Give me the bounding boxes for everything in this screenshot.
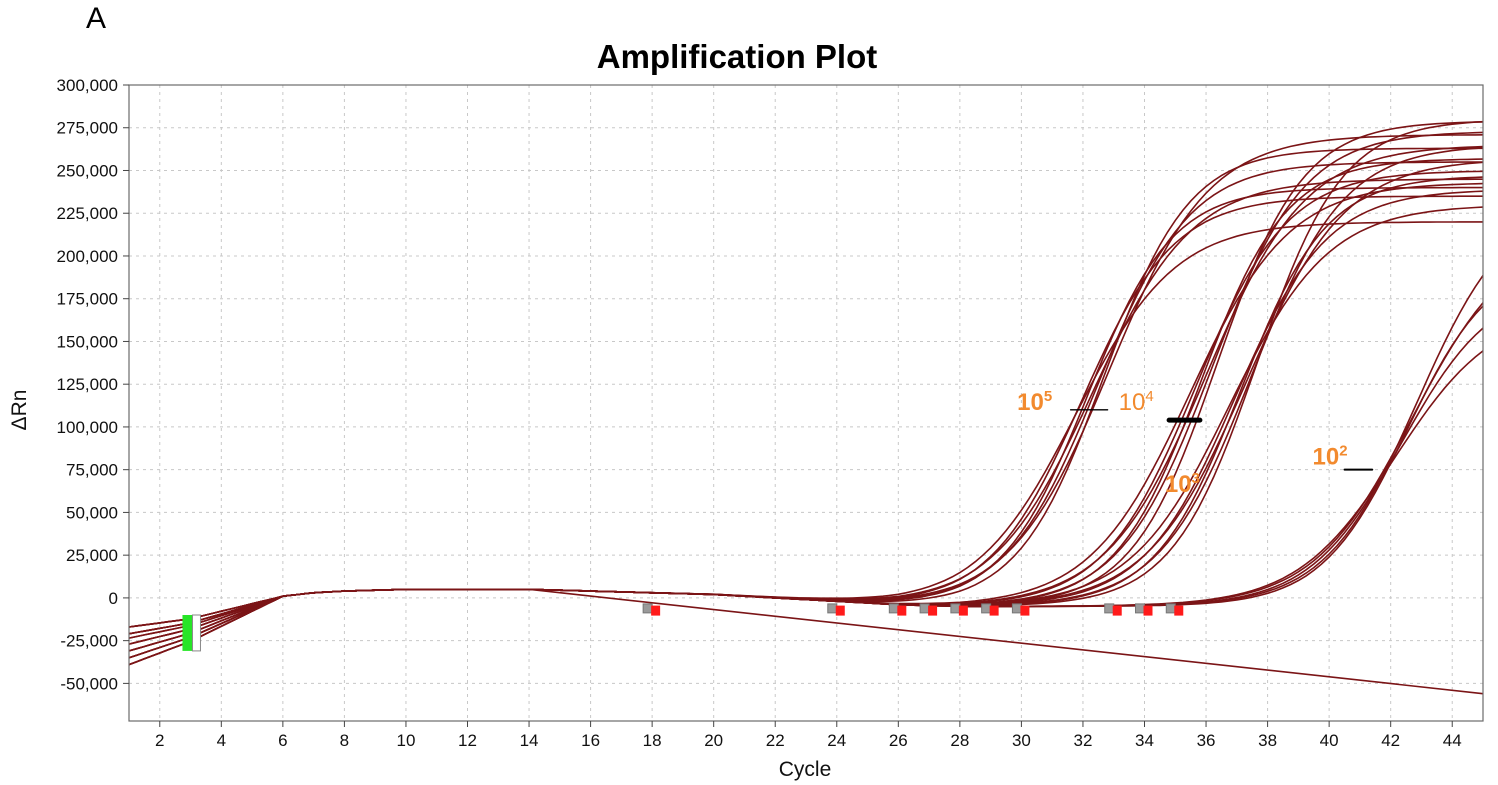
x-tick-label: 30 xyxy=(1012,731,1031,750)
ct-marker-grey xyxy=(1104,603,1115,614)
ct-marker-grey xyxy=(981,603,992,614)
ct-marker-red xyxy=(835,605,845,616)
amplification-curve xyxy=(128,195,1483,639)
x-tick-label: 28 xyxy=(950,731,969,750)
ct-marker-grey xyxy=(1165,603,1176,614)
amplification-curve xyxy=(128,275,1484,645)
x-tick-label: 36 xyxy=(1197,731,1216,750)
y-tick-label: 125,000 xyxy=(57,375,118,394)
amplification-curve xyxy=(128,302,1484,666)
x-tick-label: 32 xyxy=(1073,731,1092,750)
dilution-label: 104 xyxy=(1119,388,1154,416)
drift-curve xyxy=(528,588,1484,695)
plot-area-frame xyxy=(128,84,1484,722)
y-tick-label: -25,000 xyxy=(60,632,118,651)
amplification-curve xyxy=(128,190,1484,635)
y-tick-label: 25,000 xyxy=(66,546,118,565)
amplification-curve xyxy=(128,221,1483,645)
amplification-curve xyxy=(128,120,1484,645)
x-tick-label: 8 xyxy=(340,731,349,750)
x-tick-label: 10 xyxy=(396,731,415,750)
baseline-start-marker-outline xyxy=(191,614,201,652)
y-tick-label: 275,000 xyxy=(57,119,118,138)
x-tick-label: 4 xyxy=(217,731,226,750)
ct-marker-red xyxy=(1174,605,1184,616)
x-tick-label: 24 xyxy=(827,731,846,750)
ct-marker-red xyxy=(897,605,907,616)
amplification-curve xyxy=(128,327,1484,659)
y-tick-label: 150,000 xyxy=(57,332,118,351)
ct-marker-red xyxy=(1143,605,1153,616)
y-axis-title: ΔRn xyxy=(8,390,31,431)
baseline-start-marker xyxy=(182,615,193,651)
ct-marker-red xyxy=(651,605,661,616)
y-tick-label: 200,000 xyxy=(57,247,118,266)
y-axis-ticks: 300,000 275,000 250,000 225,000 200,000 175,0… xyxy=(57,76,129,693)
amplification-curves xyxy=(128,120,1484,695)
amplification-curve xyxy=(128,161,1484,628)
x-tick-label: 2 xyxy=(155,731,164,750)
ct-marker-grey xyxy=(642,603,653,614)
ct-marker-grey xyxy=(888,603,899,614)
y-tick-label: 100,000 xyxy=(57,418,118,437)
amplification-curve xyxy=(128,176,1484,659)
ct-marker-red xyxy=(1112,605,1122,616)
amplification-curve xyxy=(128,182,1484,639)
dilution-label: 105 xyxy=(1017,388,1052,416)
ct-marker-grey xyxy=(950,603,961,614)
x-tick-label: 6 xyxy=(278,731,287,750)
ct-marker-red xyxy=(928,605,938,616)
x-axis-title: Cycle xyxy=(779,758,832,781)
x-tick-label: 22 xyxy=(766,731,785,750)
dilution-label: 102 xyxy=(1313,443,1348,471)
x-tick-label: 20 xyxy=(704,731,723,750)
ct-marker-grey xyxy=(827,603,838,614)
y-tick-label: 300,000 xyxy=(57,76,118,95)
x-tick-label: 34 xyxy=(1135,731,1154,750)
threshold-markers xyxy=(182,603,1184,652)
grid-lines xyxy=(129,84,1483,721)
ct-marker-red xyxy=(958,605,968,616)
y-tick-label: 75,000 xyxy=(66,461,118,480)
x-tick-label: 38 xyxy=(1258,731,1277,750)
x-tick-label: 16 xyxy=(581,731,600,750)
x-tick-label: 26 xyxy=(889,731,908,750)
x-tick-label: 18 xyxy=(643,731,662,750)
amplification-curve xyxy=(128,121,1484,666)
panel-label: A xyxy=(86,2,106,35)
x-tick-label: 14 xyxy=(520,731,539,750)
y-tick-label: 225,000 xyxy=(57,204,118,223)
x-tick-label: 12 xyxy=(458,731,477,750)
ct-marker-grey xyxy=(1011,603,1022,614)
x-axis-ticks: 2 4 6 8 10 12 14 16 18 20 22 24 26 28 30 32 34 36 38 40 42 44 xyxy=(155,721,1462,750)
chart-title: Amplification Plot xyxy=(597,38,878,75)
y-tick-label: 175,000 xyxy=(57,290,118,309)
x-tick-label: 42 xyxy=(1381,731,1400,750)
ct-marker-red xyxy=(989,605,999,616)
amplification-curve xyxy=(128,305,1484,628)
y-tick-label: -50,000 xyxy=(60,674,118,693)
y-tick-label: 250,000 xyxy=(57,161,118,180)
ct-marker-grey xyxy=(919,603,930,614)
x-tick-label: 44 xyxy=(1443,731,1462,750)
amplification-curve xyxy=(128,178,1483,635)
x-tick-label: 40 xyxy=(1320,731,1339,750)
dilution-annotations: 105 104 103 102 xyxy=(1017,388,1374,498)
amplification-curve xyxy=(128,161,1484,659)
y-tick-label: 0 xyxy=(109,589,118,608)
y-tick-label: 50,000 xyxy=(66,503,118,522)
ct-marker-grey xyxy=(1135,603,1145,614)
ct-marker-red xyxy=(1020,605,1030,616)
amplification-curve xyxy=(128,131,1484,628)
dilution-label: 103 xyxy=(1165,470,1200,498)
